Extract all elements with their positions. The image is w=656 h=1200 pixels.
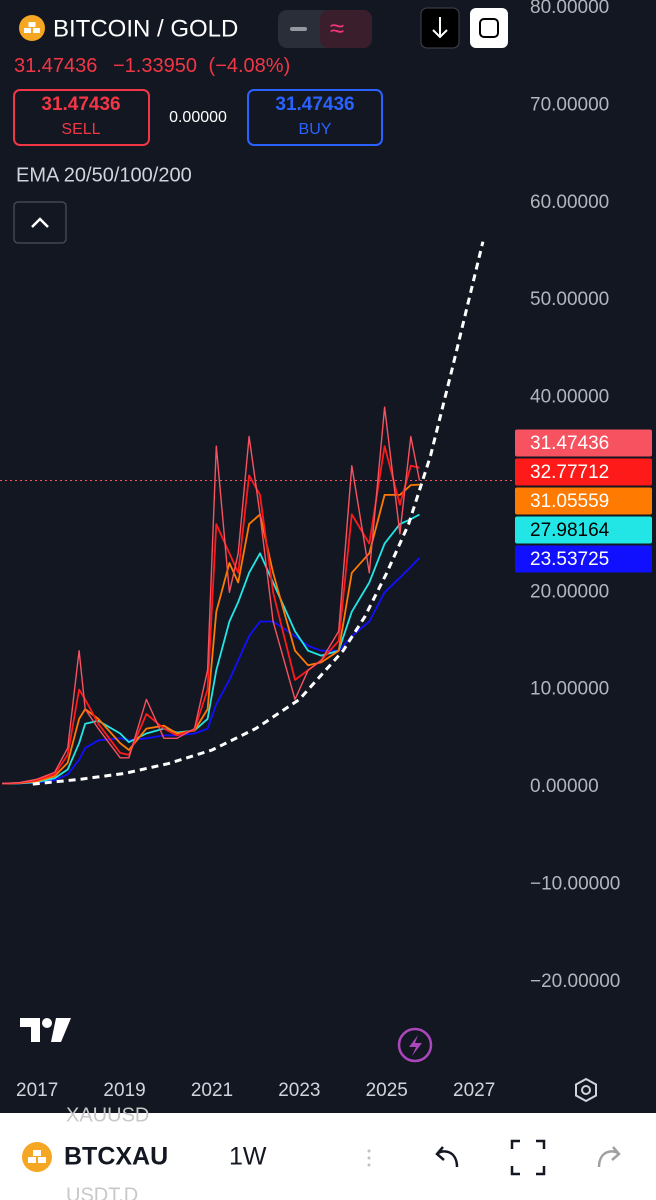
y-tick-label: 50.00000 bbox=[530, 289, 609, 310]
price-tag-label: 23.53725 bbox=[530, 549, 609, 570]
y-tick-label: −10.00000 bbox=[530, 873, 620, 894]
y-tick-label: 70.00000 bbox=[530, 94, 609, 115]
y-tick-label: 60.00000 bbox=[530, 192, 609, 213]
toolbar-interval[interactable]: 1W bbox=[229, 1143, 267, 1171]
price-tag bbox=[515, 545, 652, 573]
indicator-legend[interactable]: EMA 20/50/100/200 bbox=[16, 164, 192, 186]
ghost-symbol: USDT.D bbox=[66, 1184, 138, 1200]
buy-button[interactable]: 31.47436 BUY bbox=[247, 89, 383, 146]
y-tick-label: 80.00000 bbox=[530, 0, 609, 18]
ema-line bbox=[2, 445, 420, 785]
price-change: −1.33950 bbox=[113, 55, 197, 77]
ema-line bbox=[2, 483, 420, 785]
symbol-name: BITCOIN / GOLD bbox=[53, 15, 238, 42]
price-tag-label: 27.98164 bbox=[530, 520, 610, 541]
toolbar bbox=[0, 1113, 656, 1200]
x-tick-label: 2017 bbox=[16, 1080, 58, 1101]
x-tick-label: 2019 bbox=[103, 1080, 145, 1101]
x-tick-label: 2025 bbox=[366, 1080, 408, 1101]
buy-label: BUY bbox=[299, 121, 332, 138]
sell-button[interactable]: 31.47436 SELL bbox=[13, 89, 150, 146]
ghost-symbol: XAUUSD bbox=[66, 1104, 149, 1126]
more-separator bbox=[367, 1149, 371, 1167]
price-change-percent: (−4.08%) bbox=[209, 55, 291, 77]
y-tick-label: 10.00000 bbox=[530, 679, 609, 700]
toolbar-symbol[interactable]: BTCXAU bbox=[64, 1143, 168, 1171]
y-tick-label: 20.00000 bbox=[530, 581, 609, 602]
trendline bbox=[32, 241, 485, 786]
price-tag bbox=[515, 487, 652, 515]
x-tick-label: 2023 bbox=[278, 1080, 320, 1101]
settings-button[interactable] bbox=[575, 1077, 597, 1103]
collapse-button[interactable] bbox=[13, 201, 67, 244]
price-tag bbox=[515, 458, 652, 486]
price-tag-label: 31.05559 bbox=[530, 491, 609, 512]
y-tick-label: −20.00000 bbox=[530, 971, 620, 992]
last-price: 31.47436 bbox=[14, 55, 97, 77]
price-tag-label: 31.47436 bbox=[530, 433, 609, 454]
spread: 0.00000 bbox=[169, 109, 227, 126]
tradingview-logo bbox=[20, 1018, 71, 1042]
price-line bbox=[2, 406, 421, 785]
price-tag bbox=[515, 516, 652, 544]
y-tick-label: 40.00000 bbox=[530, 387, 609, 408]
toolbar-symbol-icon bbox=[22, 1142, 52, 1172]
ema-line bbox=[2, 513, 420, 785]
download-button[interactable] bbox=[420, 7, 460, 49]
redo-button[interactable] bbox=[597, 1146, 621, 1168]
chart-style-toggle[interactable]: ≈ bbox=[278, 10, 372, 48]
sell-label: SELL bbox=[61, 121, 100, 138]
price-change-line: 31.47436 −1.33950 (−4.08%) bbox=[14, 55, 290, 77]
svg-text:≈: ≈ bbox=[330, 13, 344, 43]
symbol-icon bbox=[19, 15, 45, 41]
sell-price: 31.47436 bbox=[41, 94, 120, 115]
price-tag-label: 32.77712 bbox=[530, 462, 609, 483]
undo-button[interactable] bbox=[435, 1146, 459, 1168]
plot-area: 80.00000 70.00000 60.00000 50.00000 40.00000… bbox=[0, 0, 652, 1101]
buy-price: 31.47436 bbox=[275, 94, 354, 115]
x-tick-label: 2021 bbox=[191, 1080, 233, 1101]
y-tick-label: 0.00000 bbox=[530, 776, 599, 797]
price-tag bbox=[515, 429, 652, 457]
fullscreen-toggle[interactable] bbox=[510, 1139, 546, 1176]
fullscreen-button[interactable] bbox=[470, 8, 508, 48]
lightning-button[interactable] bbox=[397, 1027, 433, 1063]
x-tick-label: 2027 bbox=[453, 1080, 495, 1101]
